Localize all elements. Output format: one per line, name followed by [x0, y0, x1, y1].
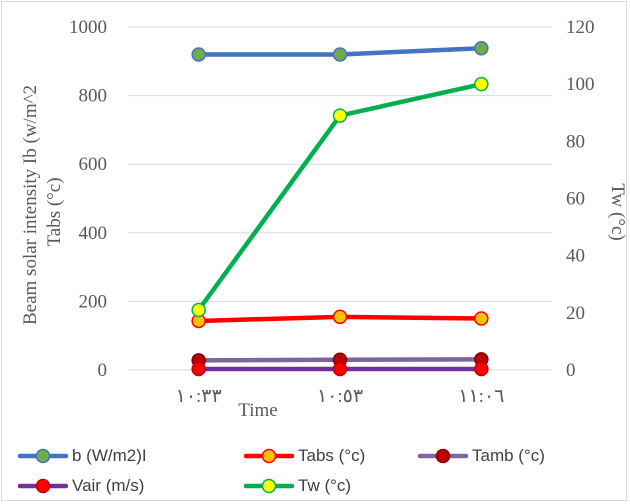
left-tick-label: 600	[79, 154, 108, 175]
left-tick-label: 1000	[69, 17, 107, 38]
legend-item: Tabs (°c)	[244, 444, 365, 468]
legend-swatch-marker	[261, 478, 277, 494]
right-tick-label: 60	[566, 189, 585, 210]
series-point	[191, 302, 206, 318]
right-tick-label: 40	[566, 246, 585, 267]
legend-swatch	[244, 448, 294, 464]
series-layer	[191, 41, 489, 377]
legend-item: Tw (°c)	[244, 474, 351, 498]
left-tick-label: 800	[79, 86, 108, 107]
legend-item: Tamb (°c)	[418, 444, 545, 468]
series-point	[332, 361, 348, 377]
series-point	[474, 361, 489, 377]
left-tick-label: 200	[79, 291, 108, 312]
right-axis-title: Tw (°c)	[607, 183, 628, 240]
right-tick-label: 100	[566, 74, 595, 95]
legend-item: Vair (m/s)	[18, 474, 144, 498]
legend-label: Tabs (°c)	[298, 446, 366, 465]
legend-swatch	[18, 448, 68, 464]
right-axis-ticks: 0 20 40 60 80 100 120	[566, 17, 595, 381]
legend-swatch	[18, 478, 68, 494]
series-point	[332, 309, 348, 325]
legend-label: b (W/m2)I	[72, 446, 147, 465]
right-tick-label: 120	[566, 17, 595, 38]
x-tick-label: ١١:٠٦	[458, 386, 504, 407]
legend-swatch-marker	[435, 448, 451, 464]
x-tick-label: ١٠:٣٣	[176, 386, 222, 407]
legend-label: Tamb (°c)	[472, 446, 545, 465]
series-point	[474, 41, 489, 56]
x-axis-title: Time	[238, 400, 277, 421]
series-point	[332, 108, 348, 123]
right-tick-label: 80	[566, 131, 585, 152]
legend-label: Tw (°c)	[298, 476, 352, 495]
legend-item: b (W/m2)I	[18, 444, 147, 468]
legend-swatch-marker	[261, 448, 277, 464]
legend-label: Vair (m/s)	[72, 476, 145, 495]
left-axis-title-line1: Beam solar intensity Ib (w/m^2	[20, 85, 41, 325]
series-point	[474, 311, 489, 326]
left-tick-label: 400	[79, 223, 108, 244]
series-point	[474, 76, 489, 92]
legend-swatch	[418, 448, 468, 464]
x-tick-label: ١٠:٥٣	[317, 386, 363, 407]
series-point	[332, 47, 348, 62]
right-tick-label: 20	[566, 303, 585, 324]
series-point	[191, 47, 206, 62]
legend-swatch	[244, 478, 294, 494]
right-tick-label: 0	[566, 360, 576, 381]
left-axis-ticks: 0 200 400 600 800 1000	[69, 17, 107, 381]
left-tick-label: 0	[98, 360, 108, 381]
left-axis-title-line2: Tabs (°c)	[44, 177, 65, 246]
chart-legend: b (W/m2)I Tabs (°c) Tamb (°c) Vair (m/s) Tw …	[18, 444, 618, 500]
legend-swatch-marker	[35, 448, 51, 464]
x-axis-ticks: ١٠:٣٣ ١٠:٥٣ ١١:٠٦	[176, 386, 505, 407]
legend-swatch-marker	[35, 478, 51, 494]
series-point	[191, 361, 206, 377]
